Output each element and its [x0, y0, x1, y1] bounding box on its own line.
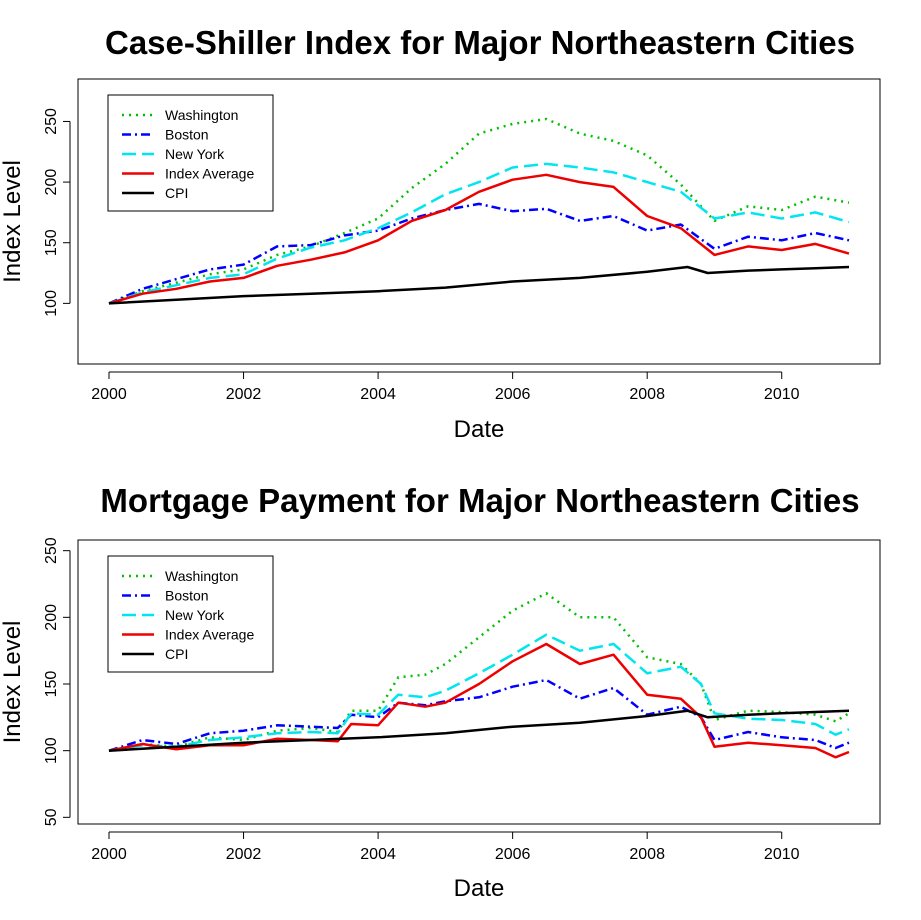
- legend-label: Boston: [165, 588, 209, 604]
- x-axis: 2000 2002 2004 2006 2008 2010: [91, 831, 800, 863]
- x-tick-label: 2002: [226, 846, 262, 863]
- y-tick-label: 250: [43, 108, 60, 135]
- series-line-boston: [108, 202, 850, 305]
- plot-frame: [77, 539, 881, 825]
- y-tick-label: 50: [43, 808, 60, 826]
- series-line-cpi: [108, 709, 850, 752]
- legend-label: New York: [165, 146, 225, 162]
- series-line-washington: [108, 117, 850, 305]
- y-axis-label: Index Level: [0, 621, 26, 744]
- x-tick-label: 2000: [91, 846, 127, 863]
- series-lines: [108, 592, 850, 759]
- x-tick-label: 2002: [226, 386, 262, 403]
- chart-title: Case-Shiller Index for Major Northeaster…: [105, 24, 855, 61]
- legend: Washington Boston New York Index Average CPI: [107, 94, 274, 212]
- y-axis: 100 150 200 250: [43, 108, 71, 317]
- x-axis-label: Date: [454, 875, 505, 902]
- y-tick-label: 200: [43, 169, 60, 196]
- x-tick-label: 2004: [360, 386, 396, 403]
- series-line-new-york: [108, 633, 850, 752]
- y-axis-label: Index Level: [0, 160, 26, 283]
- x-tick-label: 2006: [495, 846, 531, 863]
- x-tick-label: 2010: [764, 846, 800, 863]
- y-tick-label: 150: [43, 229, 60, 256]
- y-tick-label: 250: [43, 537, 60, 564]
- legend-label: Washington: [165, 107, 238, 123]
- legend-label: Index Average: [165, 166, 254, 182]
- plot-frame: [77, 78, 881, 365]
- legend-label: CPI: [165, 646, 188, 662]
- series-line-cpi: [108, 265, 850, 305]
- legend-label: Boston: [165, 127, 209, 143]
- x-tick-label: 2010: [764, 386, 800, 403]
- x-axis: 2000 2002 2004 2006 2008 2010: [91, 371, 800, 403]
- legend: Washington Boston New York Index Average CPI: [107, 555, 274, 673]
- legend-label: Washington: [165, 568, 238, 584]
- y-tick-label: 100: [43, 290, 60, 317]
- series-line-new-york: [108, 162, 850, 305]
- x-tick-label: 2004: [360, 846, 396, 863]
- x-tick-label: 2008: [629, 386, 665, 403]
- series-lines: [108, 117, 850, 305]
- legend-label: New York: [165, 607, 225, 623]
- legend-label: CPI: [165, 185, 188, 201]
- legend-label: Index Average: [165, 627, 254, 643]
- x-axis-label: Date: [454, 416, 505, 443]
- chart-panel-2: Mortgage Payment for Major Northeastern …: [0, 482, 881, 902]
- x-tick-label: 2000: [91, 386, 127, 403]
- x-tick-label: 2008: [629, 846, 665, 863]
- y-tick-label: 150: [43, 671, 60, 698]
- y-tick-label: 100: [43, 737, 60, 764]
- y-tick-label: 200: [43, 604, 60, 631]
- chart-title: Mortgage Payment for Major Northeastern …: [100, 482, 859, 519]
- y-axis: 50 100 150 200 250: [43, 537, 71, 826]
- chart-panel-1: Case-Shiller Index for Major Northeaster…: [0, 24, 881, 443]
- x-tick-label: 2006: [495, 386, 531, 403]
- series-line-index-average: [108, 173, 850, 305]
- series-line-boston: [108, 678, 850, 752]
